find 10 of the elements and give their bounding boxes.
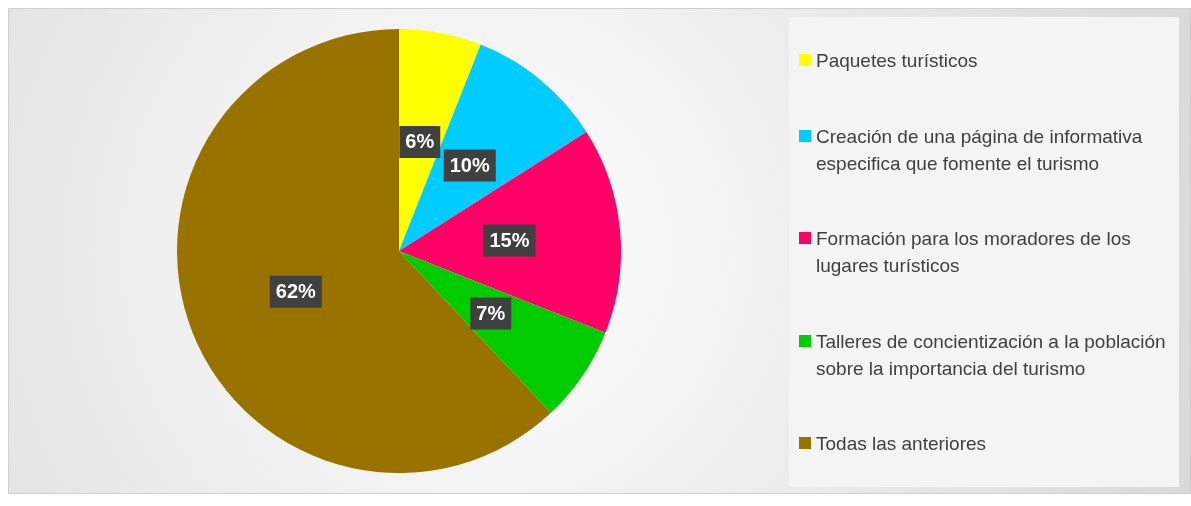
legend-label: Todas las anteriores [816,432,987,456]
data-label: 10% [449,153,490,176]
legend-label: Talleres de concientización a la población sobre la importancia del turismo [816,329,1167,381]
data-label: 62% [275,280,317,303]
legend-label: Paquetes turísticos [816,49,978,73]
data-label: 15% [489,229,530,252]
legend-label: Creación de una página de informativa especifica que fomente el turismo [816,124,1144,176]
legend-label: Formación para los moradores de los lugares turísticos [816,227,1132,278]
data-label: 6% [405,130,435,153]
data-label: 7% [476,301,506,324]
